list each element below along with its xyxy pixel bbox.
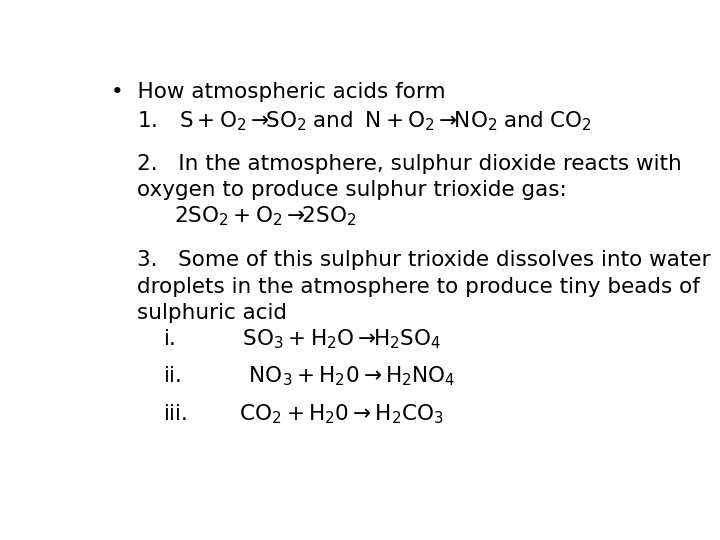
Text: oxygen to produce sulphur trioxide gas:: oxygen to produce sulphur trioxide gas: [138, 180, 567, 200]
Text: $\mathregular{1.\;\;\; S + O_2{\rightarrow\!\!}SO_2\; and\;\; N + O_2{\rightarro: $\mathregular{1.\;\;\; S + O_2{\rightarr… [138, 109, 592, 133]
Text: 3.   Some of this sulphur trioxide dissolves into water: 3. Some of this sulphur trioxide dissolv… [138, 251, 711, 271]
Text: $\mathregular{2SO_2 + O_2{\rightarrow\!\!}2SO_2}$: $\mathregular{2SO_2 + O_2{\rightarrow\!\… [174, 205, 356, 228]
Text: •  How atmospheric acids form: • How atmospheric acids form [111, 82, 446, 102]
Text: sulphuric acid: sulphuric acid [138, 303, 287, 323]
Text: $\mathregular{iii.\qquad\; CO_2 + H_20 \to H_2CO_3}$: $\mathregular{iii.\qquad\; CO_2 + H_20 \… [163, 402, 444, 426]
Text: droplets in the atmosphere to produce tiny beads of: droplets in the atmosphere to produce ti… [138, 276, 701, 296]
Text: 2.   In the atmosphere, sulphur dioxide reacts with: 2. In the atmosphere, sulphur dioxide re… [138, 153, 682, 173]
Text: $\mathregular{ii.\qquad\quad NO_3 + H_20 \to H_2NO_4}$: $\mathregular{ii.\qquad\quad NO_3 + H_20… [163, 365, 455, 388]
Text: $\mathregular{i.\qquad\quad SO_3+ H_2O{\rightarrow\!\!}H_2SO_4}$: $\mathregular{i.\qquad\quad SO_3+ H_2O{\… [163, 327, 441, 351]
